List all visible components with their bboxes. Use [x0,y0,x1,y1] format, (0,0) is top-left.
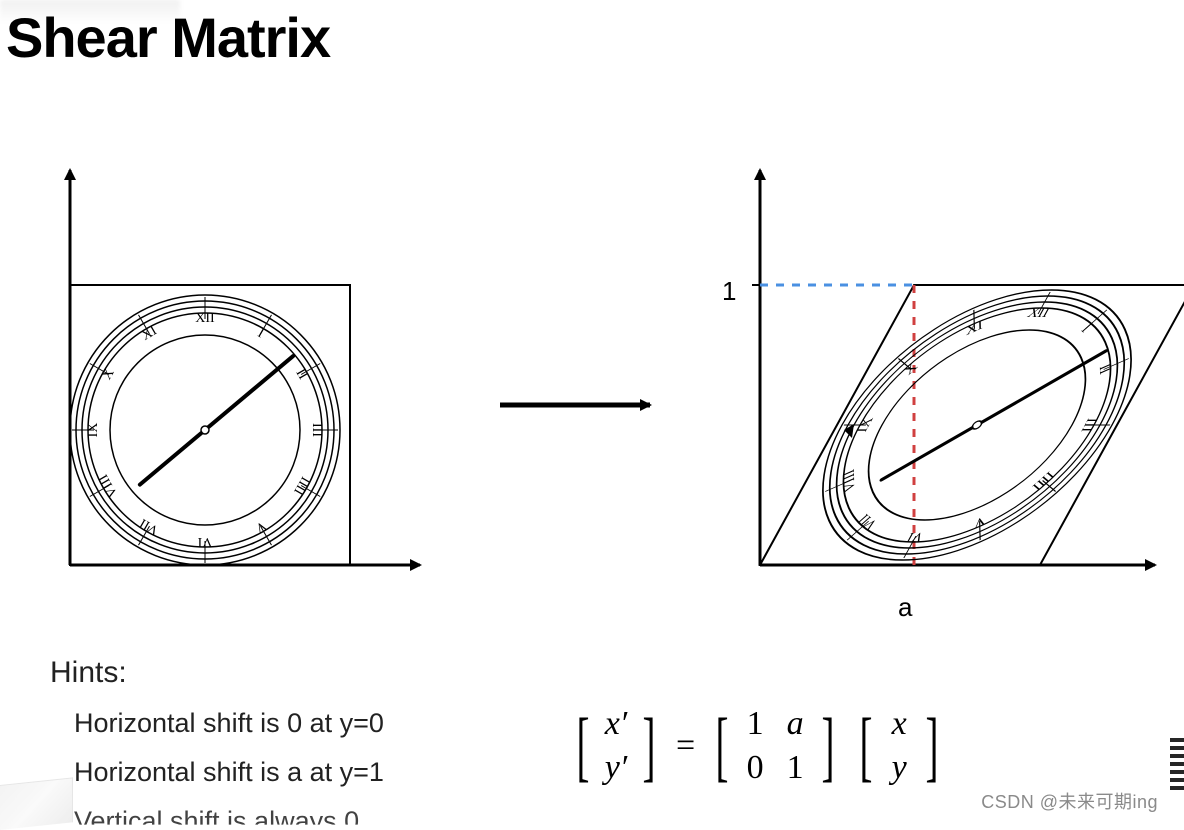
bracket-open-icon: [ [576,716,589,776]
shear-diagram-svg: XIIIIIIIIIIIIVVIVIIVIIIIXXXIXIIIIIIIIIII… [0,140,1184,640]
hints-line-1: Horizontal shift is 0 at y=0 [74,708,384,739]
rhs-x: x [885,702,913,746]
axis-label-a: a [898,592,912,623]
hints-heading: Hints: [50,656,384,690]
bracket-close-icon: ] [642,716,655,776]
m-01: a [781,702,809,746]
m-11: 1 [781,746,809,790]
watermark-text: CSDN @未来可期ing [981,788,1158,814]
page-corner-decoration [0,777,73,830]
lhs-y: y′ [602,746,630,790]
hints-block: Hints: Horizontal shift is 0 at y=0 Hori… [50,656,384,830]
bracket-close-icon: ] [822,716,835,776]
axis-label-one: 1 [722,276,736,307]
hints-line-2: Horizontal shift is a at y=1 [74,757,384,788]
bracket-close-icon: ] [926,716,939,776]
equals-sign: = [662,727,709,765]
hints-line-3: Vertical shift is always 0 [74,806,384,830]
diagram-area: XIIIIIIIIIIIIVVIVIIVIIIIXXXIXIIIIIIIIIII… [0,140,1184,640]
bracket-open-icon: [ [716,716,729,776]
m-00: 1 [741,702,769,746]
lhs-x: x′ [602,702,630,746]
m-10: 0 [741,746,769,790]
rhs-y: y [885,746,913,790]
qr-fragment-icon [1170,738,1184,790]
page-title: Shear Matrix [6,5,330,70]
bracket-open-icon: [ [860,716,873,776]
shear-equation: [ x′ y′ ] = [ 1 0 a 1 ] [ x y ] [570,702,945,790]
